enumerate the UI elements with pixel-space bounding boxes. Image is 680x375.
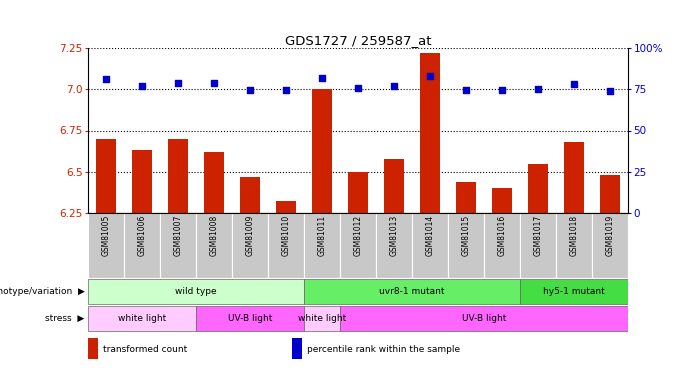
Point xyxy=(424,73,435,79)
Bar xyxy=(384,159,404,213)
Text: transformed count: transformed count xyxy=(103,345,187,354)
Bar xyxy=(600,175,620,213)
Bar xyxy=(340,213,376,278)
Bar xyxy=(204,152,224,213)
Text: GSM81011: GSM81011 xyxy=(318,215,326,256)
Bar xyxy=(132,150,152,213)
Text: GSM81019: GSM81019 xyxy=(605,215,615,256)
Text: UV-B light: UV-B light xyxy=(462,314,506,323)
Bar xyxy=(312,89,332,213)
Bar xyxy=(96,139,116,213)
Point xyxy=(532,86,543,92)
Point xyxy=(605,88,615,94)
Point xyxy=(209,80,220,86)
Bar xyxy=(520,213,556,278)
Bar xyxy=(492,188,512,213)
Bar xyxy=(88,279,304,304)
Bar xyxy=(304,213,340,278)
Point xyxy=(137,83,148,89)
Text: UV-B light: UV-B light xyxy=(228,314,272,323)
Bar xyxy=(160,213,196,278)
Text: GSM81018: GSM81018 xyxy=(570,215,579,256)
Text: GSM81005: GSM81005 xyxy=(101,215,110,256)
Point xyxy=(245,87,256,93)
Text: uvr8-1 mutant: uvr8-1 mutant xyxy=(379,287,445,296)
Bar xyxy=(564,142,584,213)
Bar xyxy=(376,213,412,278)
Bar xyxy=(196,306,304,332)
Point xyxy=(352,85,363,91)
Point xyxy=(101,76,112,82)
Text: GSM81006: GSM81006 xyxy=(137,215,146,256)
Bar xyxy=(304,306,340,332)
Bar xyxy=(240,177,260,213)
Bar xyxy=(168,139,188,213)
Text: GSM81017: GSM81017 xyxy=(534,215,543,256)
Bar xyxy=(88,306,196,332)
Text: percentile rank within the sample: percentile rank within the sample xyxy=(307,345,460,354)
Bar xyxy=(420,53,440,213)
Bar xyxy=(528,164,548,213)
Text: white light: white light xyxy=(118,314,166,323)
Bar xyxy=(520,279,628,304)
Bar xyxy=(88,213,124,278)
Text: GSM81007: GSM81007 xyxy=(173,215,182,256)
Bar xyxy=(304,279,520,304)
Text: wild type: wild type xyxy=(175,287,217,296)
Bar xyxy=(592,213,628,278)
Point xyxy=(496,87,507,93)
Point xyxy=(460,87,471,93)
Point xyxy=(281,87,292,93)
Bar xyxy=(292,338,302,358)
Point xyxy=(317,75,328,81)
Point xyxy=(388,83,399,89)
Text: GSM81008: GSM81008 xyxy=(209,215,218,256)
Text: GSM81015: GSM81015 xyxy=(462,215,471,256)
Bar xyxy=(232,213,268,278)
Point xyxy=(568,81,579,87)
Point xyxy=(173,80,184,86)
Bar xyxy=(448,213,484,278)
Bar xyxy=(340,306,628,332)
Title: GDS1727 / 259587_at: GDS1727 / 259587_at xyxy=(285,34,431,47)
Bar xyxy=(276,201,296,213)
Bar xyxy=(456,182,476,213)
Text: GSM81013: GSM81013 xyxy=(390,215,398,256)
Text: GSM81012: GSM81012 xyxy=(354,215,362,256)
Text: white light: white light xyxy=(298,314,346,323)
Bar xyxy=(196,213,232,278)
Text: hy5-1 mutant: hy5-1 mutant xyxy=(543,287,605,296)
Text: GSM81009: GSM81009 xyxy=(245,215,254,256)
Text: GSM81010: GSM81010 xyxy=(282,215,290,256)
Bar xyxy=(556,213,592,278)
Bar xyxy=(268,213,304,278)
Bar xyxy=(484,213,520,278)
Bar xyxy=(412,213,448,278)
Bar xyxy=(124,213,160,278)
Text: GSM81016: GSM81016 xyxy=(498,215,507,256)
Text: genotype/variation  ▶: genotype/variation ▶ xyxy=(0,287,84,296)
Text: GSM81014: GSM81014 xyxy=(426,215,435,256)
Text: stress  ▶: stress ▶ xyxy=(46,314,84,323)
Bar xyxy=(88,338,98,358)
Bar xyxy=(348,172,368,213)
